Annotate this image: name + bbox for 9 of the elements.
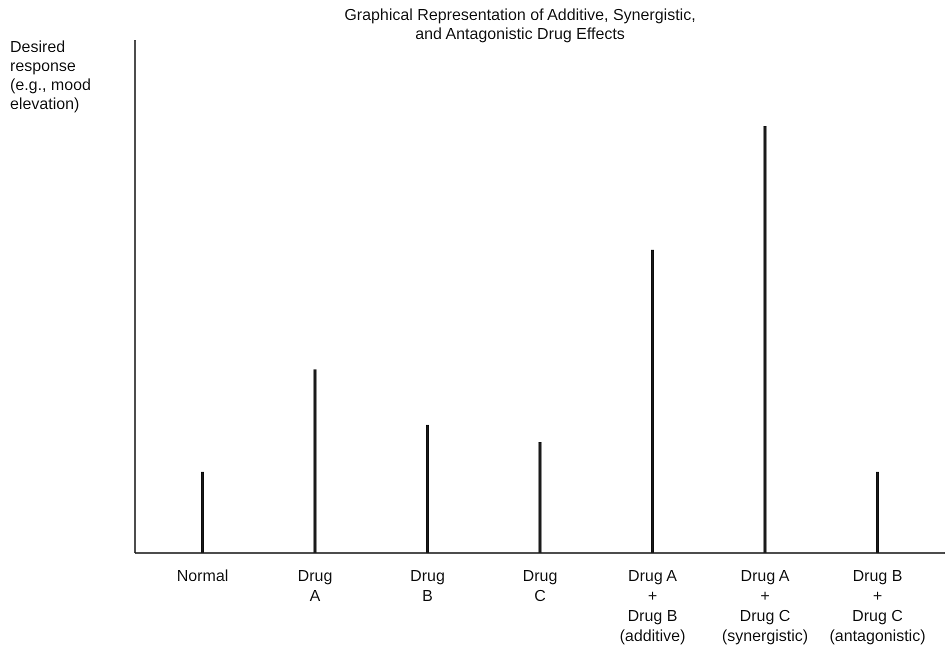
x-tick-label: Drug A: [298, 568, 332, 605]
x-tick-label: Drug A + Drug B (additive): [620, 568, 686, 645]
x-tick-label: Normal: [176, 568, 228, 585]
chart-title: Graphical Representation of Additive, Synergistic, and Antagonistic Drug Effects: [344, 7, 696, 43]
y-axis-title: Desired response (e.g., mood elevation): [10, 39, 91, 113]
x-tick-label: Drug B: [410, 568, 445, 605]
x-tick-label: Drug A + Drug C (synergistic): [722, 568, 808, 645]
x-tick-label: Drug C: [522, 568, 558, 605]
x-tick-label: Drug B + Drug C (antagonistic): [829, 568, 926, 645]
